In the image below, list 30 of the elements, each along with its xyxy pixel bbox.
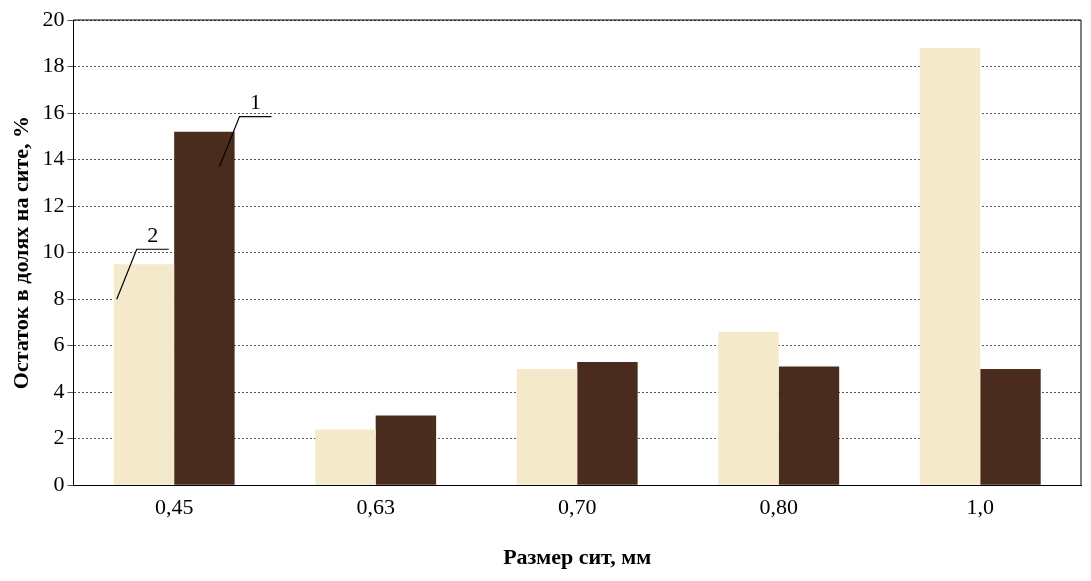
x-tick-label: 0,80 [759, 494, 798, 520]
y-tick-label: 20 [42, 5, 65, 31]
bar [315, 429, 376, 485]
bar [577, 361, 638, 485]
y-tick-label: 6 [53, 331, 65, 357]
x-tick-label: 0,70 [557, 494, 597, 520]
bar [516, 368, 578, 485]
bar [778, 366, 840, 485]
y-tick-label: 8 [53, 284, 65, 310]
bar [919, 47, 981, 485]
x-tick-label: 1,0 [966, 494, 994, 520]
x-tick-label: 0,45 [154, 494, 194, 520]
series-label: 2 [147, 222, 159, 248]
y-tick-label: 16 [42, 98, 65, 124]
y-tick-label: 10 [42, 238, 65, 264]
y-tick-label: 2 [53, 424, 65, 450]
y-tick-label: 18 [42, 52, 65, 78]
bar [718, 331, 779, 485]
x-tick-label: 0,63 [356, 494, 395, 520]
y-tick-label: 4 [53, 377, 65, 403]
y-tick-label: 14 [42, 145, 65, 171]
bar [375, 415, 437, 485]
series-label: 1 [250, 89, 261, 115]
x-axis-title: Размер сит, мм [503, 544, 652, 570]
y-tick-label: 0 [53, 470, 65, 496]
bar [113, 264, 175, 485]
y-tick-label: 12 [42, 191, 65, 217]
bar [980, 368, 1041, 485]
y-axis-title: Остаток в долях на сите, % [7, 115, 33, 390]
bar [174, 131, 235, 485]
